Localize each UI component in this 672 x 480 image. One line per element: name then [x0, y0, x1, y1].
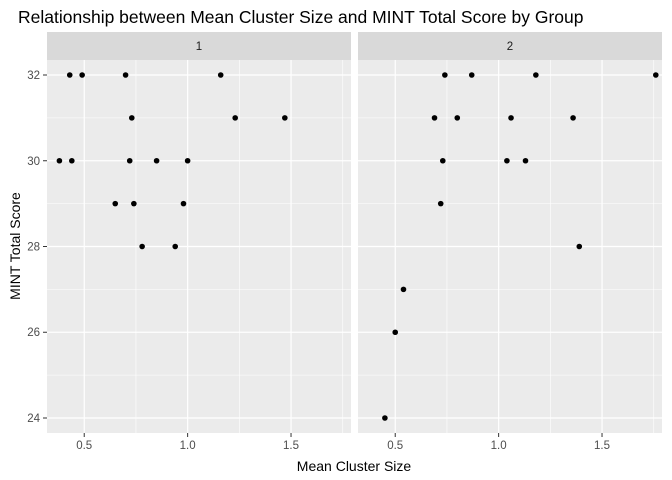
data-point — [180, 200, 187, 207]
x-tick-label: 0.5 — [387, 440, 403, 452]
data-point — [232, 115, 238, 121]
data-point — [442, 72, 448, 78]
data-point — [131, 200, 137, 207]
data-point — [66, 72, 73, 78]
data-point — [128, 115, 135, 121]
data-point — [652, 72, 659, 78]
facet-strip-2 — [358, 32, 662, 60]
data-point — [392, 329, 399, 336]
data-point — [184, 157, 191, 164]
data-point — [504, 157, 510, 164]
y-tick-label: 28 — [27, 242, 40, 254]
facet-strip-label: 1 — [196, 41, 202, 53]
x-tick-label: 1.5 — [594, 440, 610, 452]
chart-title: Relationship between Mean Cluster Size a… — [18, 7, 583, 27]
data-point — [56, 157, 63, 164]
x-axis-title: Mean Cluster Size — [297, 458, 412, 474]
data-point — [437, 200, 444, 207]
data-point — [439, 157, 446, 164]
facet-strip-1 — [47, 32, 351, 60]
data-point — [382, 415, 388, 421]
facet-strip-label: 2 — [507, 41, 513, 53]
y-tick-label: 30 — [27, 156, 40, 168]
data-point — [533, 72, 539, 78]
data-point — [217, 72, 224, 78]
data-point — [112, 200, 119, 207]
y-tick-label: 26 — [27, 327, 40, 339]
y-tick-label: 32 — [27, 70, 40, 82]
data-point — [153, 157, 160, 164]
data-point — [400, 286, 407, 293]
data-point — [282, 115, 288, 121]
data-point — [522, 157, 529, 164]
data-point — [172, 243, 179, 250]
x-tick-label: 1.0 — [491, 440, 507, 452]
data-point — [570, 115, 576, 121]
data-point — [508, 115, 514, 121]
y-tick-label: 24 — [27, 413, 40, 425]
data-point — [126, 157, 133, 164]
data-point — [454, 115, 461, 121]
x-tick-label: 1.5 — [283, 440, 299, 452]
y-axis-title: MINT Total Score — [7, 192, 23, 300]
x-tick-label: 1.0 — [180, 440, 196, 452]
facet-panels: 1 0.5 1.0 1.5 24 26 28 30 32 2 0.5 1.0 1.5 — [27, 32, 662, 452]
data-point — [576, 243, 583, 250]
data-point — [79, 72, 85, 78]
data-point — [139, 243, 145, 250]
x-tick-label: 0.5 — [76, 440, 92, 452]
data-point — [468, 72, 475, 78]
data-point — [431, 115, 438, 121]
data-point — [122, 72, 129, 78]
data-point — [69, 157, 75, 164]
